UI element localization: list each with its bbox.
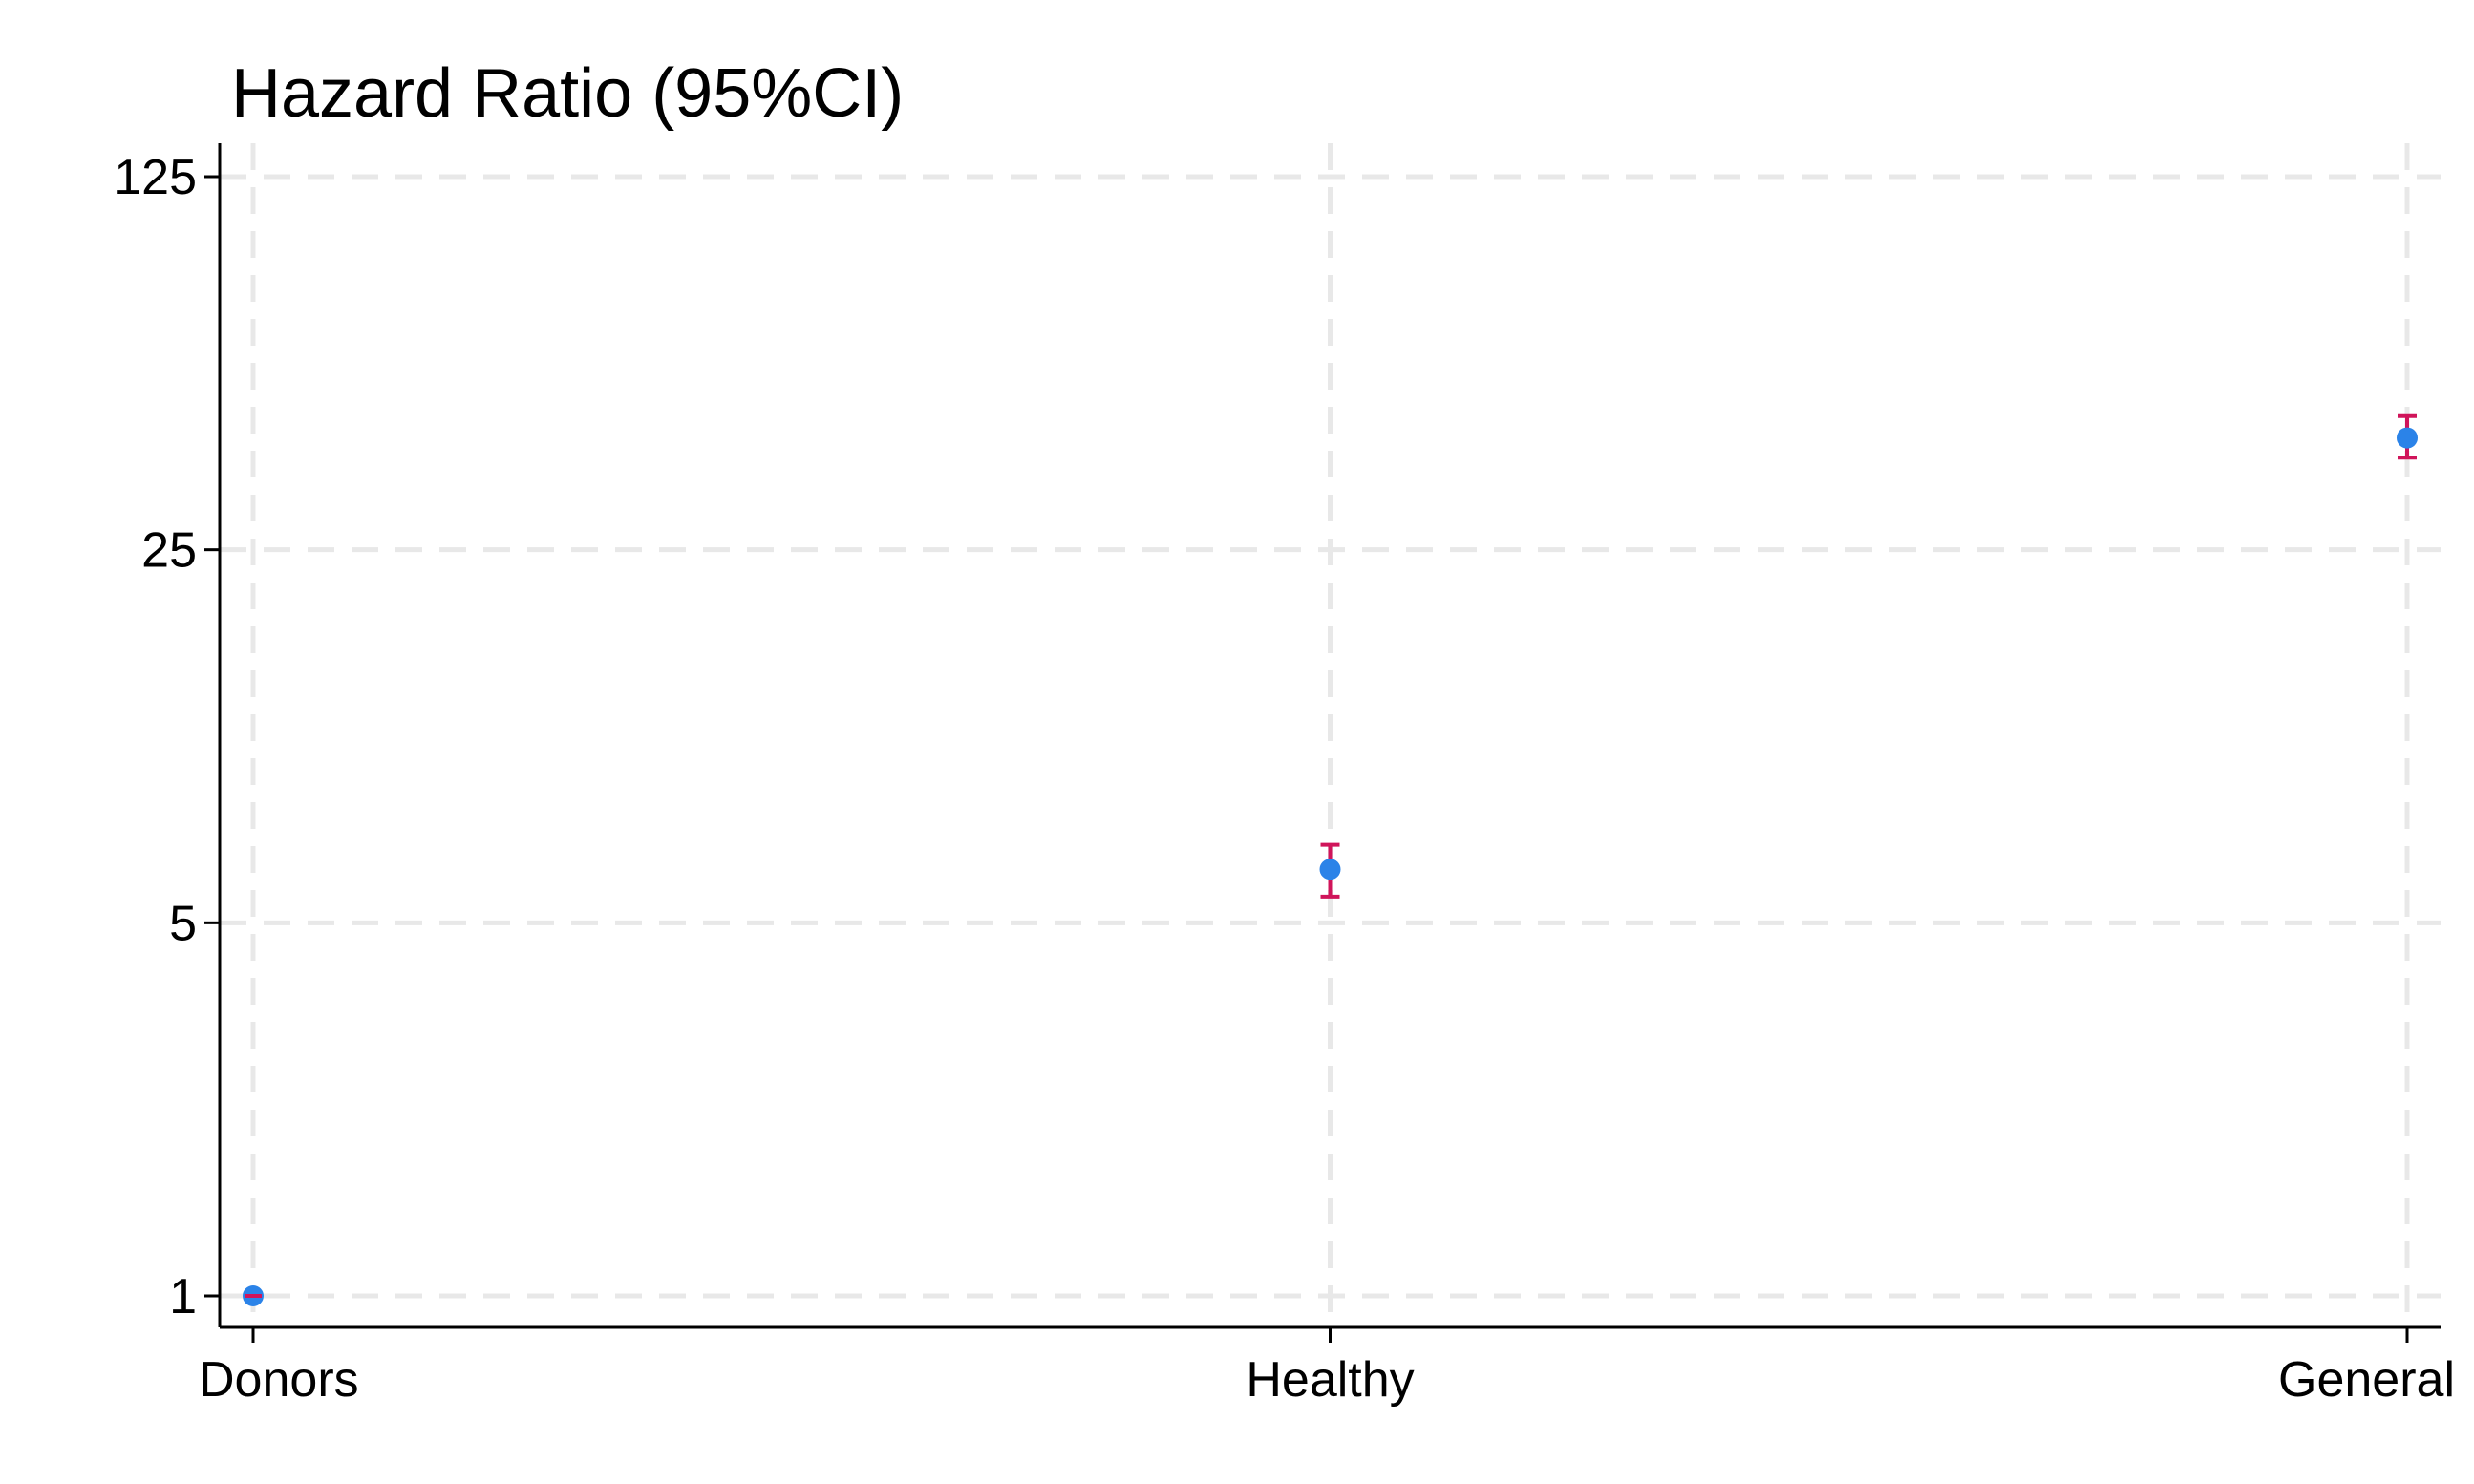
y-tick-label: 25 bbox=[141, 523, 197, 579]
x-tick-label: Donors bbox=[199, 1352, 359, 1408]
marks-layer bbox=[243, 413, 2418, 1306]
y-tick-label: 5 bbox=[169, 896, 197, 951]
data-point bbox=[2397, 427, 2418, 449]
y-tick-label: 1 bbox=[169, 1269, 197, 1325]
grid-layer bbox=[220, 143, 2441, 1327]
x-tick-label: General bbox=[2278, 1352, 2455, 1408]
data-point bbox=[1319, 859, 1341, 880]
x-tick-label: Healthy bbox=[1246, 1352, 1414, 1408]
chart-title: Hazard Ratio (95%CI) bbox=[231, 55, 904, 132]
y-tick-label: 125 bbox=[114, 150, 197, 205]
axis-layer: 1 5 25 125 Donors Healthy General bbox=[114, 143, 2455, 1408]
